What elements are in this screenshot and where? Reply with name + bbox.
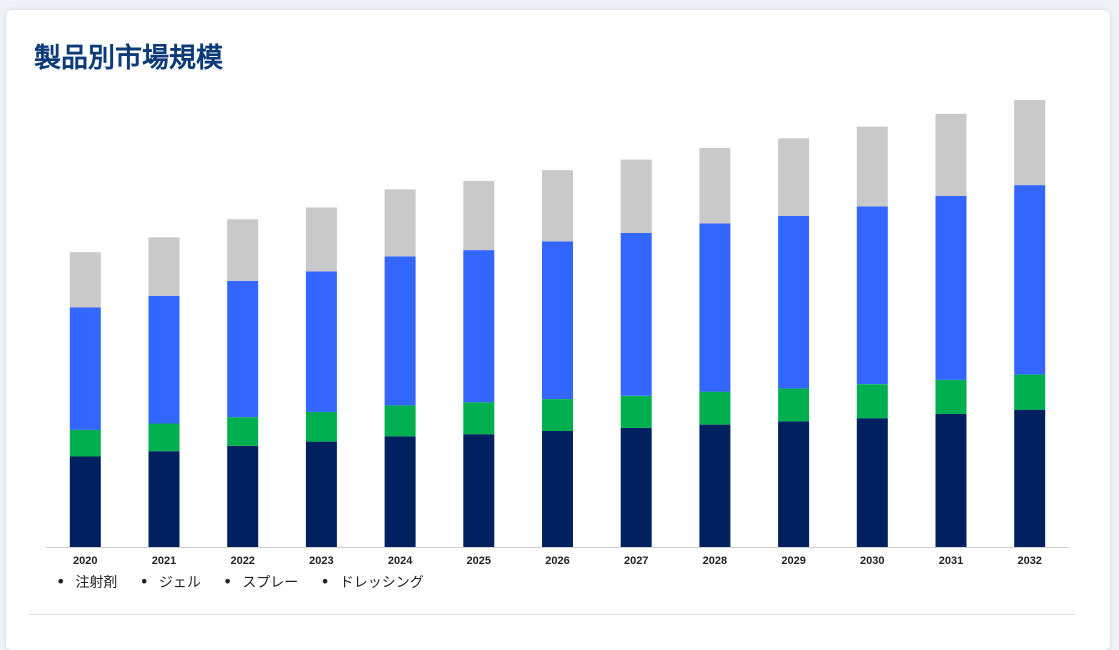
bar-segment-2022-3[interactable] <box>227 219 259 281</box>
bar-segment-2026-1[interactable] <box>542 399 573 431</box>
legend-item-spray[interactable]: • スプレー <box>223 572 298 592</box>
bar-segment-2032-3[interactable] <box>1014 100 1046 186</box>
bar-segment-2028-0[interactable] <box>699 424 731 547</box>
bullet-icon: • <box>222 572 233 591</box>
legend-item-gel[interactable]: • ジェル <box>139 572 200 592</box>
bar-segment-2022-2[interactable] <box>227 280 259 418</box>
legend-label: スプレー <box>242 575 299 591</box>
legend-label: ドレッシング <box>339 575 424 591</box>
x-tick-label: 2030 <box>860 555 884 567</box>
bar-segment-2024-3[interactable] <box>384 189 416 257</box>
bar-segment-2020-3[interactable] <box>69 252 101 308</box>
bullet-icon: • <box>139 572 149 591</box>
bar-segment-2020-0[interactable] <box>69 456 101 548</box>
legend-label: 注射剤 <box>75 575 118 591</box>
bar-segment-2021-0[interactable] <box>148 451 180 547</box>
bar-segment-2025-0[interactable] <box>463 434 495 547</box>
bar-segment-2030-0[interactable] <box>856 418 888 547</box>
bar-segment-2024-2[interactable] <box>384 256 416 406</box>
x-tick-label: 2022 <box>230 555 254 567</box>
bar-segment-2027-3[interactable] <box>620 159 652 233</box>
bar-segment-2031-1[interactable] <box>935 379 967 414</box>
bar-segment-2032-1[interactable] <box>1014 374 1046 410</box>
legend: • 注射剤 • ジェル • スプレー • ドレッシング <box>56 572 446 592</box>
x-tick-label: 2028 <box>703 555 727 567</box>
bar-segment-2020-2[interactable] <box>69 307 101 430</box>
bar-segment-2027-0[interactable] <box>620 427 652 547</box>
x-tick-label: 2023 <box>309 555 333 567</box>
bar-segment-2026-3[interactable] <box>542 170 573 242</box>
bar-segment-2032-2[interactable] <box>1014 185 1046 375</box>
bar-segment-2029-3[interactable] <box>778 138 810 216</box>
bar-segment-2023-2[interactable] <box>305 271 337 412</box>
bullet-icon: • <box>56 572 66 591</box>
x-tick-label: 2026 <box>545 555 569 567</box>
bar-segment-2027-2[interactable] <box>620 233 652 396</box>
bar-segment-2023-0[interactable] <box>305 441 337 547</box>
legend-item-injection[interactable]: • 注射剤 <box>56 572 117 592</box>
bar-segment-2021-2[interactable] <box>148 295 180 424</box>
x-tick-label: 2025 <box>467 555 491 567</box>
bar-segment-2030-3[interactable] <box>856 126 888 207</box>
x-tick-label: 2024 <box>388 555 413 567</box>
bar-segment-2029-1[interactable] <box>778 388 810 422</box>
legend-item-dressing[interactable]: • ドレッシング <box>320 572 423 592</box>
bar-segment-2024-1[interactable] <box>384 405 416 437</box>
stacked-bar-chart: 2020 2021 2022 2023 2024 2025 2026 2027 2028 2029… <box>46 100 1069 567</box>
bar-segment-2022-0[interactable] <box>227 445 259 547</box>
x-tick-label: 2027 <box>624 555 648 567</box>
bar-segment-2027-1[interactable] <box>620 395 652 428</box>
bar-segment-2021-1[interactable] <box>148 423 180 452</box>
bar-segment-2029-2[interactable] <box>778 216 810 389</box>
bar-segment-2026-2[interactable] <box>542 241 573 400</box>
divider <box>28 614 1076 615</box>
bar-segment-2031-3[interactable] <box>935 113 967 196</box>
legend-label: ジェル <box>158 575 201 591</box>
x-tick-label: 2021 <box>152 555 176 567</box>
bar-segment-2028-2[interactable] <box>699 223 731 392</box>
bar-segment-2021-3[interactable] <box>148 237 180 296</box>
bullet-icon: • <box>320 572 330 591</box>
x-tick-label: 2020 <box>73 555 97 567</box>
bar-segment-2023-3[interactable] <box>305 207 337 272</box>
bar-segment-2024-0[interactable] <box>384 436 416 547</box>
chart-title: 製品別市場規模 <box>34 43 223 74</box>
x-tick-label: 2029 <box>781 555 805 567</box>
bar-segment-2026-0[interactable] <box>542 431 573 547</box>
bar-segment-2031-0[interactable] <box>935 414 967 547</box>
bar-segment-2030-2[interactable] <box>856 206 888 385</box>
bar-segment-2031-2[interactable] <box>935 195 967 380</box>
bar-segment-2028-1[interactable] <box>699 391 731 425</box>
bar-segment-2025-2[interactable] <box>463 250 495 403</box>
bar-segment-2025-3[interactable] <box>463 180 495 251</box>
bar-segment-2025-1[interactable] <box>463 402 495 435</box>
bar-segment-2032-0[interactable] <box>1014 409 1046 547</box>
bar-segment-2023-1[interactable] <box>305 411 337 442</box>
x-tick-label: 2032 <box>1017 555 1041 567</box>
bar-segment-2029-0[interactable] <box>778 421 810 547</box>
bar-segment-2020-1[interactable] <box>69 429 101 457</box>
x-tick-label: 2031 <box>939 555 963 567</box>
bar-segment-2028-3[interactable] <box>699 147 731 224</box>
bar-segment-2022-1[interactable] <box>227 417 259 446</box>
bar-segment-2030-1[interactable] <box>856 384 888 419</box>
